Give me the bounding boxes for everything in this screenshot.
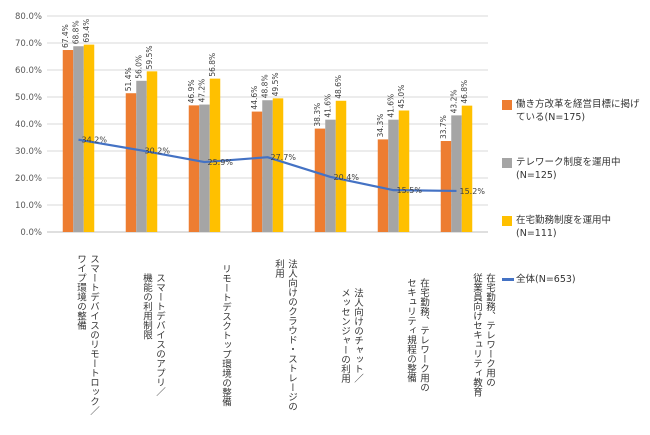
legend-line-overall <box>502 278 514 281</box>
bar-2-4 <box>262 100 273 233</box>
bar-data-label: 34.3% <box>376 114 385 138</box>
bar-1-4 <box>251 111 263 232</box>
category-label-4: 法人向けのクラウド・ストレージの 利用 <box>273 259 297 411</box>
bar-3-1 <box>83 44 95 233</box>
bar-1-2 <box>125 93 137 232</box>
bar-3-3 <box>209 78 221 232</box>
legend-label-overall: 全体(N=653) <box>516 274 576 285</box>
y-tick-label: 60.0% <box>15 66 42 76</box>
bar-data-label: 51.4% <box>124 67 133 91</box>
bar-data-label: 56.8% <box>208 53 217 77</box>
bar-1-7 <box>440 141 452 232</box>
bar-2-3 <box>199 104 210 232</box>
bar-data-label: 44.6% <box>250 86 259 110</box>
line-data-label: 20.4% <box>334 173 360 182</box>
bar-data-label: 41.6% <box>324 94 333 118</box>
legend-item-telework: テレワーク制度を運用中(N=125) <box>502 156 650 186</box>
bar-data-label: 41.6% <box>387 94 396 118</box>
bar-data-label: 48.6% <box>334 75 343 99</box>
bar-data-label: 59.5% <box>145 46 154 70</box>
legend-label-telework: テレワーク制度を運用中(N=125) <box>516 157 621 181</box>
line-data-label: 15.2% <box>460 187 486 196</box>
y-tick-label: 30.0% <box>15 147 42 157</box>
bar-1-1 <box>62 50 74 232</box>
y-tick-label: 40.0% <box>15 120 42 130</box>
bar-3-5 <box>335 100 347 232</box>
bar-data-label: 67.4% <box>61 24 70 48</box>
y-tick-label: 10.0% <box>15 201 42 211</box>
bar-data-label: 56.0% <box>135 55 144 79</box>
category-label-2: スマートデバイスのアプリ／ 機能の利用制限 <box>141 273 165 397</box>
bar-data-label: 68.8% <box>72 20 81 44</box>
bar-data-label: 43.2% <box>450 90 459 114</box>
legend-item-overall: 全体(N=653) <box>502 273 650 289</box>
legend-item-home-office: 在宅勤務制度を運用中(N=111) <box>502 214 650 244</box>
bar-data-label: 45.0% <box>397 85 406 109</box>
line-data-label: 34.2% <box>82 136 108 145</box>
bar-data-label: 48.8% <box>261 74 270 98</box>
y-tick-label: 80.0% <box>15 12 42 22</box>
legend-swatch-leaders <box>502 100 512 110</box>
bar-1-5 <box>314 128 326 232</box>
bar-data-label: 33.7% <box>439 115 448 139</box>
bar-data-label: 46.8% <box>460 80 469 104</box>
bar-2-2 <box>136 80 147 232</box>
category-label-7: 在宅勤務、テレワーク用の 従業員向けセキュリティ教育 <box>471 273 495 397</box>
bar-1-6 <box>377 139 389 232</box>
bar-3-7 <box>461 105 473 232</box>
category-label-6: 在宅勤務、テレワーク用の セキュリティ規程の整備 <box>405 278 429 392</box>
bar-data-label: 38.3% <box>313 103 322 127</box>
category-label-1: スマートデバイスのリモートロック／ ワイプ環境の整備 <box>75 254 99 416</box>
bar-3-6 <box>398 110 410 232</box>
legend-label-leaders: 働き方改革を経営目標に掲げている(N=175) <box>516 99 640 123</box>
bar-2-6 <box>388 119 399 232</box>
bar-2-7 <box>451 115 462 232</box>
line-data-label: 25.9% <box>208 158 234 167</box>
line-data-label: 27.7% <box>271 153 297 162</box>
category-label-3: リモートデスクトップ環境の整備 <box>220 263 231 407</box>
bar-3-4 <box>272 98 284 232</box>
legend-swatch-telework <box>502 158 512 168</box>
line-data-label: 15.5% <box>397 186 423 195</box>
bar-data-label: 46.9% <box>187 80 196 104</box>
y-tick-label: 50.0% <box>15 93 42 103</box>
bar-2-1 <box>73 46 84 232</box>
bar-data-label: 49.5% <box>271 73 280 97</box>
y-tick-label: 70.0% <box>15 39 42 49</box>
bar-data-label: 69.4% <box>82 19 91 43</box>
line-data-label: 30.2% <box>145 146 171 155</box>
category-label-5: 法人向けのチャット／ メッセンジャーの利用 <box>339 287 363 383</box>
y-tick-label: 0.0% <box>20 228 42 238</box>
bar-1-3 <box>188 105 200 232</box>
legend-item-leaders: 働き方改革を経営目標に掲げている(N=175) <box>502 98 650 128</box>
legend-swatch-home-office <box>502 216 512 226</box>
line-overall <box>78 138 457 193</box>
bar-data-label: 47.2% <box>198 79 207 103</box>
legend-label-home-office: 在宅勤務制度を運用中(N=111) <box>516 215 612 239</box>
y-tick-label: 20.0% <box>15 174 42 184</box>
